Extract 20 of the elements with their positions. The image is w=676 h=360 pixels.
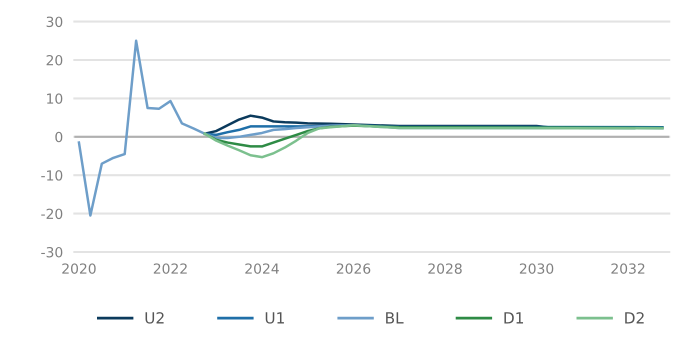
legend-label: U2 [146, 312, 164, 324]
legend-label: D1 [504, 312, 524, 324]
y-tick-label: -10 [41, 170, 62, 181]
y-tick-label: 30 [46, 16, 62, 28]
legend-label: BL [386, 312, 404, 324]
legend-label: U1 [266, 312, 284, 324]
y-tick-label: -30 [41, 246, 62, 258]
x-tick-label: 2022 [154, 263, 187, 274]
legend-label: D2 [625, 312, 644, 324]
x-tick-label: 2024 [245, 263, 279, 274]
y-tick-label: -20 [41, 208, 62, 220]
x-tick-label: 2028 [428, 263, 462, 274]
x-tick-label: 2032 [611, 263, 644, 274]
x-tick-label: 2030 [520, 263, 554, 274]
y-tick-label: 0 [55, 132, 62, 142]
y-tick-label: 10 [47, 93, 62, 104]
x-tick-label: 2026 [336, 263, 370, 274]
x-tick-label: 2020 [62, 263, 96, 274]
y-tick-label: 20 [46, 54, 62, 66]
line-series [204, 124, 664, 158]
